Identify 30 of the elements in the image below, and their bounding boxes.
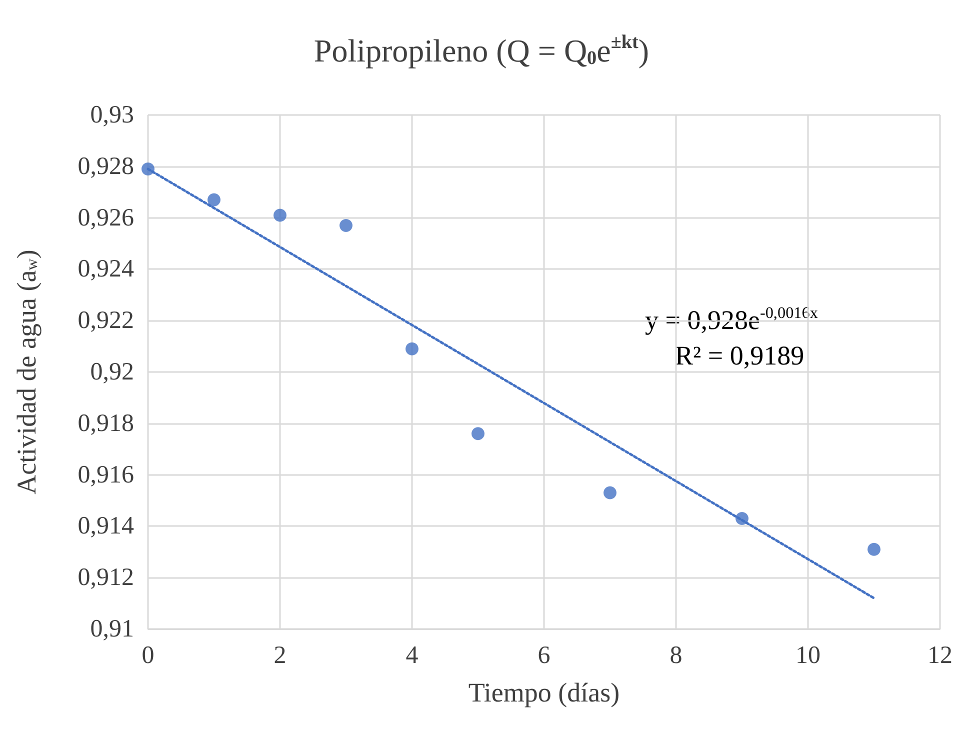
point [208, 193, 220, 206]
y-axis-title: Actividad de agua (aw) [12, 250, 42, 494]
y-tick-label: 0,93 [90, 102, 134, 128]
x-tick-label: 8 [670, 642, 682, 669]
x-tick-label: 0 [142, 642, 154, 669]
y-tick-label: 0,922 [78, 307, 134, 334]
y-tick-label: 0,916 [78, 461, 134, 488]
y-tick-label: 0,91 [90, 616, 134, 642]
y-tick-label: 0,924 [78, 256, 134, 283]
x-tick-label: 4 [406, 642, 419, 669]
x-axis-title: Tiempo (días) [468, 678, 620, 708]
annotation: R² = 0,9189 [675, 340, 804, 370]
point [736, 512, 748, 525]
point [472, 427, 484, 440]
y-tick-label: 0,914 [78, 512, 134, 540]
point [142, 162, 154, 176]
point [868, 542, 880, 556]
x-tick-label: 10 [796, 642, 820, 669]
point [274, 208, 286, 222]
y-tick-label: 0,912 [78, 564, 134, 592]
x-tick-label: 6 [538, 642, 550, 669]
point [406, 342, 418, 356]
y-tick-label: 0,928 [78, 152, 134, 180]
point [340, 219, 352, 232]
x-tick-label: 2 [274, 642, 286, 669]
x-tick-label: 12 [928, 642, 952, 669]
y-tick-label: 0,918 [78, 410, 134, 437]
point [604, 486, 616, 500]
y-tick-label: 0,926 [78, 204, 134, 232]
y-tick-label: 0,92 [90, 358, 134, 386]
